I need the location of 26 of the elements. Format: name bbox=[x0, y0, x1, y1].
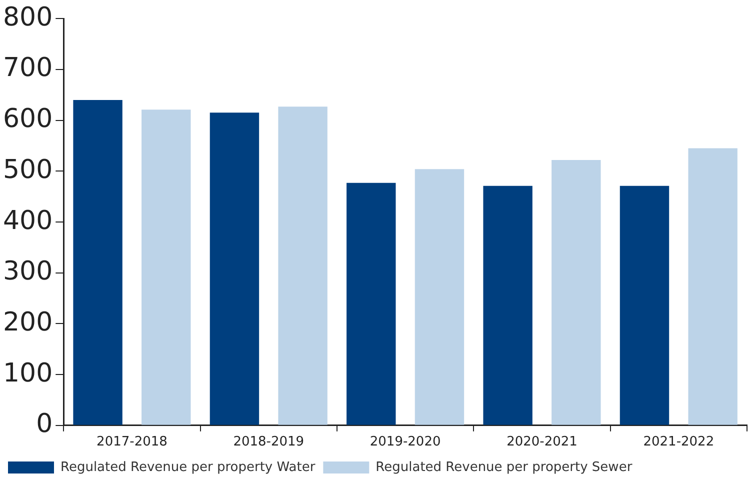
bar bbox=[346, 182, 396, 425]
y-tick-label: 200 bbox=[2, 307, 53, 338]
bar bbox=[620, 186, 670, 425]
x-tick-label: 2018-2019 bbox=[233, 434, 304, 450]
x-tick-label: 2017-2018 bbox=[96, 434, 168, 450]
y-tick-label: 800 bbox=[2, 2, 53, 32]
x-tick-label: 2019-2020 bbox=[370, 434, 441, 450]
bar bbox=[414, 169, 464, 425]
y-tick-label: 0 bbox=[36, 409, 53, 440]
x-tick-label: 2020-2021 bbox=[506, 434, 578, 450]
bar bbox=[552, 160, 601, 425]
bar bbox=[483, 186, 532, 425]
bar bbox=[688, 148, 738, 425]
bar bbox=[210, 112, 260, 425]
bar bbox=[142, 110, 191, 425]
y-tick-label: 700 bbox=[2, 53, 53, 84]
bar bbox=[278, 106, 328, 425]
y-tick-label: 600 bbox=[2, 104, 53, 134]
y-tick-label: 400 bbox=[2, 206, 53, 236]
legend-label: Regulated Revenue per property Sewer bbox=[376, 460, 633, 475]
x-tick-label: 2021-2022 bbox=[643, 434, 714, 450]
y-tick-label: 100 bbox=[2, 358, 53, 388]
y-tick-label: 500 bbox=[2, 154, 53, 185]
bar bbox=[73, 100, 122, 425]
legend-label: Regulated Revenue per property Water bbox=[60, 460, 316, 475]
y-tick-label: 300 bbox=[2, 256, 53, 287]
